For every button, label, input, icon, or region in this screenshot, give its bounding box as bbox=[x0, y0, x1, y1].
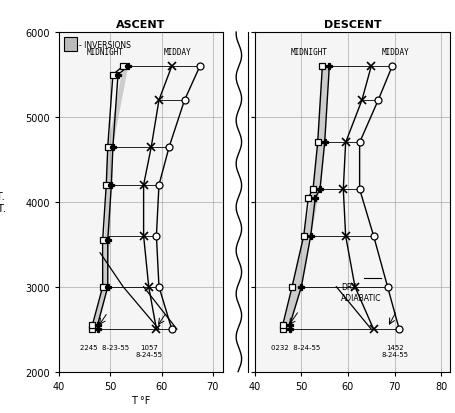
Polygon shape bbox=[92, 67, 128, 330]
Text: T °F: T °F bbox=[131, 395, 151, 406]
Text: MIDDAY: MIDDAY bbox=[163, 48, 191, 57]
Text: 1452
8-24-55: 1452 8-24-55 bbox=[381, 344, 408, 358]
Text: MIDDAY: MIDDAY bbox=[382, 48, 410, 57]
Text: DESCENT: DESCENT bbox=[324, 20, 381, 30]
Text: 1057
8-24-55: 1057 8-24-55 bbox=[135, 344, 162, 358]
Y-axis label: ALT.
FT.: ALT. FT. bbox=[0, 192, 6, 213]
Text: - INVERSIONS: - INVERSIONS bbox=[79, 40, 131, 50]
Bar bbox=[64, 38, 77, 52]
Text: 2245  8-23-55: 2245 8-23-55 bbox=[80, 344, 129, 351]
Text: ASCENT: ASCENT bbox=[116, 20, 166, 30]
Text: 0232  8-24-55: 0232 8-24-55 bbox=[271, 344, 320, 351]
Polygon shape bbox=[283, 67, 329, 330]
Text: MIDNIGHT: MIDNIGHT bbox=[291, 48, 328, 57]
Text: DRY
ADIABATIC: DRY ADIABATIC bbox=[341, 283, 381, 302]
Text: MIDNIGHT: MIDNIGHT bbox=[86, 48, 123, 57]
